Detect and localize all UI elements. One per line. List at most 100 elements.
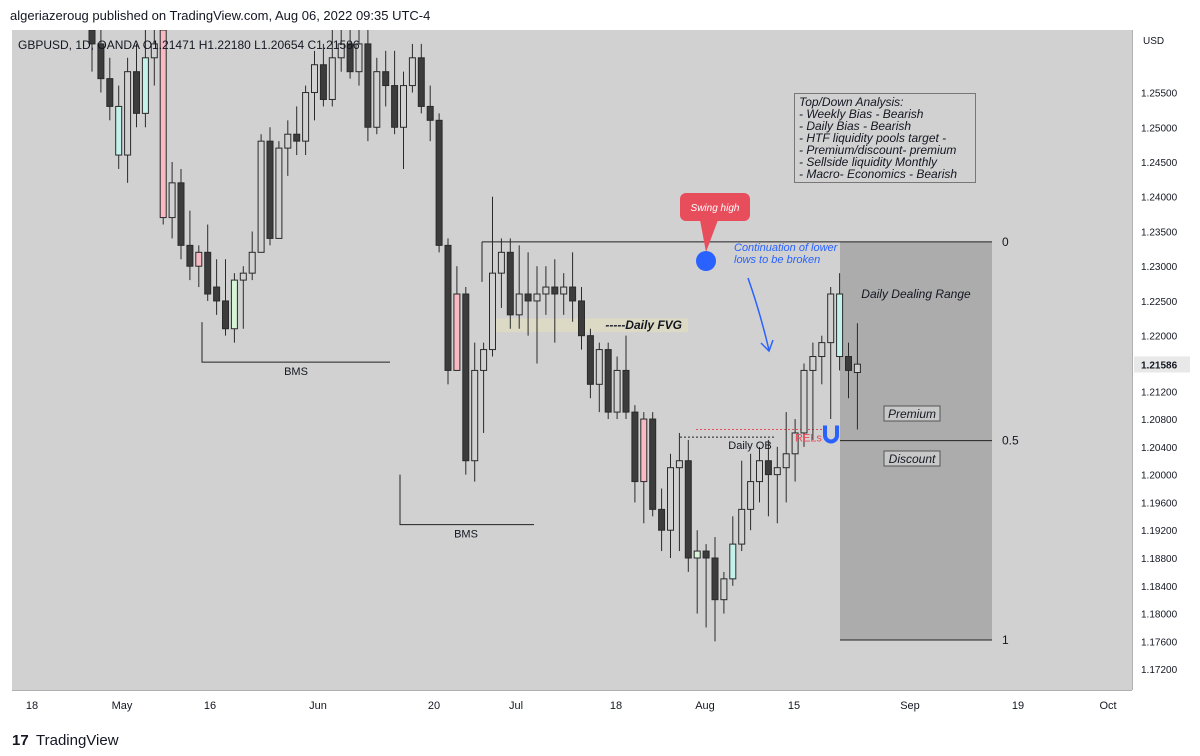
time-tick-label: 20 — [428, 700, 440, 712]
candle — [328, 30, 336, 107]
candle — [124, 57, 132, 183]
candle — [764, 439, 772, 517]
candle — [230, 273, 238, 343]
candle — [382, 50, 390, 107]
continuation-label-1: Continuation of lower — [734, 242, 839, 254]
candle — [720, 571, 728, 614]
candle — [480, 342, 488, 433]
candle — [533, 266, 541, 364]
discount-label: Discount — [889, 452, 936, 466]
time-tick-label: 19 — [1012, 700, 1024, 712]
time-tick-label: 15 — [788, 700, 800, 712]
candle — [471, 342, 479, 482]
price-axis[interactable]: USD 1.25500 1.25000 1.24500 1.24000 1.23500 1.… — [1132, 30, 1191, 690]
time-tick-label: 18 — [26, 700, 38, 712]
price-tick-label: 1.22500 — [1141, 297, 1178, 308]
analysis-line: - Daily Bias - Bearish — [799, 119, 912, 133]
candle — [489, 196, 496, 357]
candle — [631, 405, 639, 503]
price-tick-label: 1.22000 — [1141, 332, 1178, 343]
candlestick-chart[interactable]: BMS BMS -----Daily FVG Swing high Continuati… — [12, 30, 1132, 690]
price-tick-label: 1.24500 — [1141, 158, 1178, 169]
chart-area[interactable]: BMS BMS -----Daily FVG Swing high Continuati… — [12, 30, 1132, 690]
level-0-label: 0 — [1002, 235, 1009, 249]
candle — [524, 252, 532, 336]
time-tick-label: 16 — [204, 700, 216, 712]
candle — [560, 273, 568, 315]
candle — [684, 439, 692, 572]
candle — [667, 453, 674, 558]
candle — [204, 224, 212, 301]
publisher-header: algeriazeroug published on TradingView.c… — [0, 0, 1200, 30]
candle — [159, 30, 167, 225]
price-tick-label: 1.18400 — [1141, 582, 1178, 593]
tradingview-logo: 17 — [12, 732, 29, 749]
candle — [827, 287, 835, 420]
price-tick-label: 1.21200 — [1141, 387, 1178, 398]
price-tick-label: 1.19600 — [1141, 498, 1178, 509]
price-tick-label: 1.18000 — [1141, 610, 1178, 621]
candle — [578, 287, 585, 350]
candle — [595, 342, 603, 413]
fvg-zone — [496, 318, 688, 333]
candle — [702, 544, 710, 628]
candle — [355, 30, 363, 86]
candle — [257, 134, 265, 253]
time-tick-label: May — [112, 700, 133, 712]
discount-box — [883, 450, 941, 467]
analysis-line: - HTF liquidity pools target - — [799, 131, 947, 145]
candle — [391, 50, 399, 135]
time-tick-label: Oct — [1099, 700, 1116, 712]
time-axis[interactable]: 18 May 16 Jun 20 Jul 18 Aug 15 Sep 19 Oct — [12, 690, 1132, 719]
candle — [586, 328, 594, 399]
candle — [782, 412, 790, 503]
candle — [97, 30, 105, 93]
price-tick-label: 1.18800 — [1141, 554, 1178, 565]
candle — [337, 30, 345, 72]
candle — [515, 245, 523, 329]
analysis-line: - Weekly Bias - Bearish — [799, 107, 924, 121]
bms-label-2: BMS — [454, 529, 478, 541]
candle — [613, 356, 621, 420]
price-tick-label: 1.17200 — [1141, 665, 1178, 676]
premium-label: Premium — [888, 407, 936, 421]
candle — [311, 50, 318, 121]
candle — [150, 30, 158, 86]
candle — [675, 432, 683, 552]
candle — [444, 238, 452, 385]
candle — [284, 120, 292, 176]
candle — [506, 238, 514, 329]
candle — [836, 273, 844, 371]
candle — [133, 43, 140, 128]
candle — [453, 266, 461, 371]
premium-box — [883, 405, 941, 422]
candle — [364, 30, 372, 142]
candle — [738, 460, 746, 552]
price-tick-label: 1.25500 — [1141, 89, 1178, 100]
level-1-label: 1 — [1002, 633, 1009, 647]
time-tick-label: Jun — [309, 700, 327, 712]
candle — [346, 30, 354, 79]
candle — [756, 446, 763, 503]
price-axis-currency: USD — [1143, 36, 1164, 47]
candle — [293, 106, 301, 156]
symbol-ohlc-line: GBPUSD, 1D, OANDA O1.21471 H1.22180 L1.2… — [18, 38, 360, 52]
candle — [213, 259, 221, 315]
rels-label: RELs — [795, 432, 822, 444]
candle — [302, 85, 310, 156]
candle — [275, 141, 283, 239]
candle — [604, 342, 612, 420]
swing-high-label: Swing high — [691, 203, 740, 214]
price-tick-label: 1.20400 — [1141, 443, 1178, 454]
candle — [800, 363, 808, 447]
time-tick-label: 18 — [610, 700, 622, 712]
continuation-arrowhead — [760, 339, 774, 353]
candle — [845, 342, 852, 399]
candle — [809, 342, 817, 440]
bms-line-2 — [399, 474, 534, 526]
price-tick-label: 1.20800 — [1141, 415, 1178, 426]
analysis-line: Top/Down Analysis: — [799, 95, 904, 109]
candle — [658, 488, 666, 552]
bms-line-1 — [201, 322, 390, 363]
candle — [400, 71, 407, 169]
